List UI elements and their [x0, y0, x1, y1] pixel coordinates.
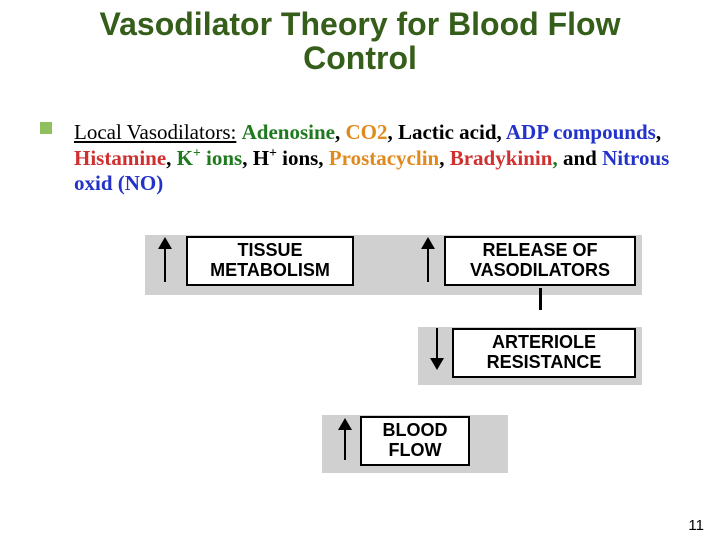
- box-release-vasodilators: RELEASE OF VASODILATORS: [444, 236, 636, 286]
- box-arteriole-resistance: ARTERIOLE RESISTANCE: [452, 328, 636, 378]
- vasodilator-list: Local Vasodilators: Adenosine, CO2, Lact…: [74, 120, 670, 195]
- compound-bradykinin: Bradykinin: [450, 146, 553, 170]
- page-title: Vasodilator Theory for Blood Flow Contro…: [0, 0, 720, 81]
- compound-lactic: Lactic acid: [398, 120, 497, 144]
- intro-label: Local Vasodilators:: [74, 120, 236, 144]
- compound-adp: ADP compounds: [506, 120, 656, 144]
- compound-h-ions: H+ ions: [253, 146, 319, 170]
- compound-adenosine: Adenosine: [242, 120, 335, 144]
- box-blood-flow: BLOOD FLOW: [360, 416, 470, 466]
- compound-histamine: Histamine: [74, 146, 166, 170]
- flow-diagram: TISSUE METABOLISM RELEASE OF VASODILATOR…: [0, 232, 720, 532]
- page-number: 11: [688, 517, 704, 534]
- bullet-square: [40, 122, 52, 134]
- compound-co2: CO2: [345, 120, 387, 144]
- box-tissue-metabolism: TISSUE METABOLISM: [186, 236, 354, 286]
- compound-k-ions: K+ ions: [177, 146, 243, 170]
- compound-prostacyclin: Prostacyclin: [329, 146, 439, 170]
